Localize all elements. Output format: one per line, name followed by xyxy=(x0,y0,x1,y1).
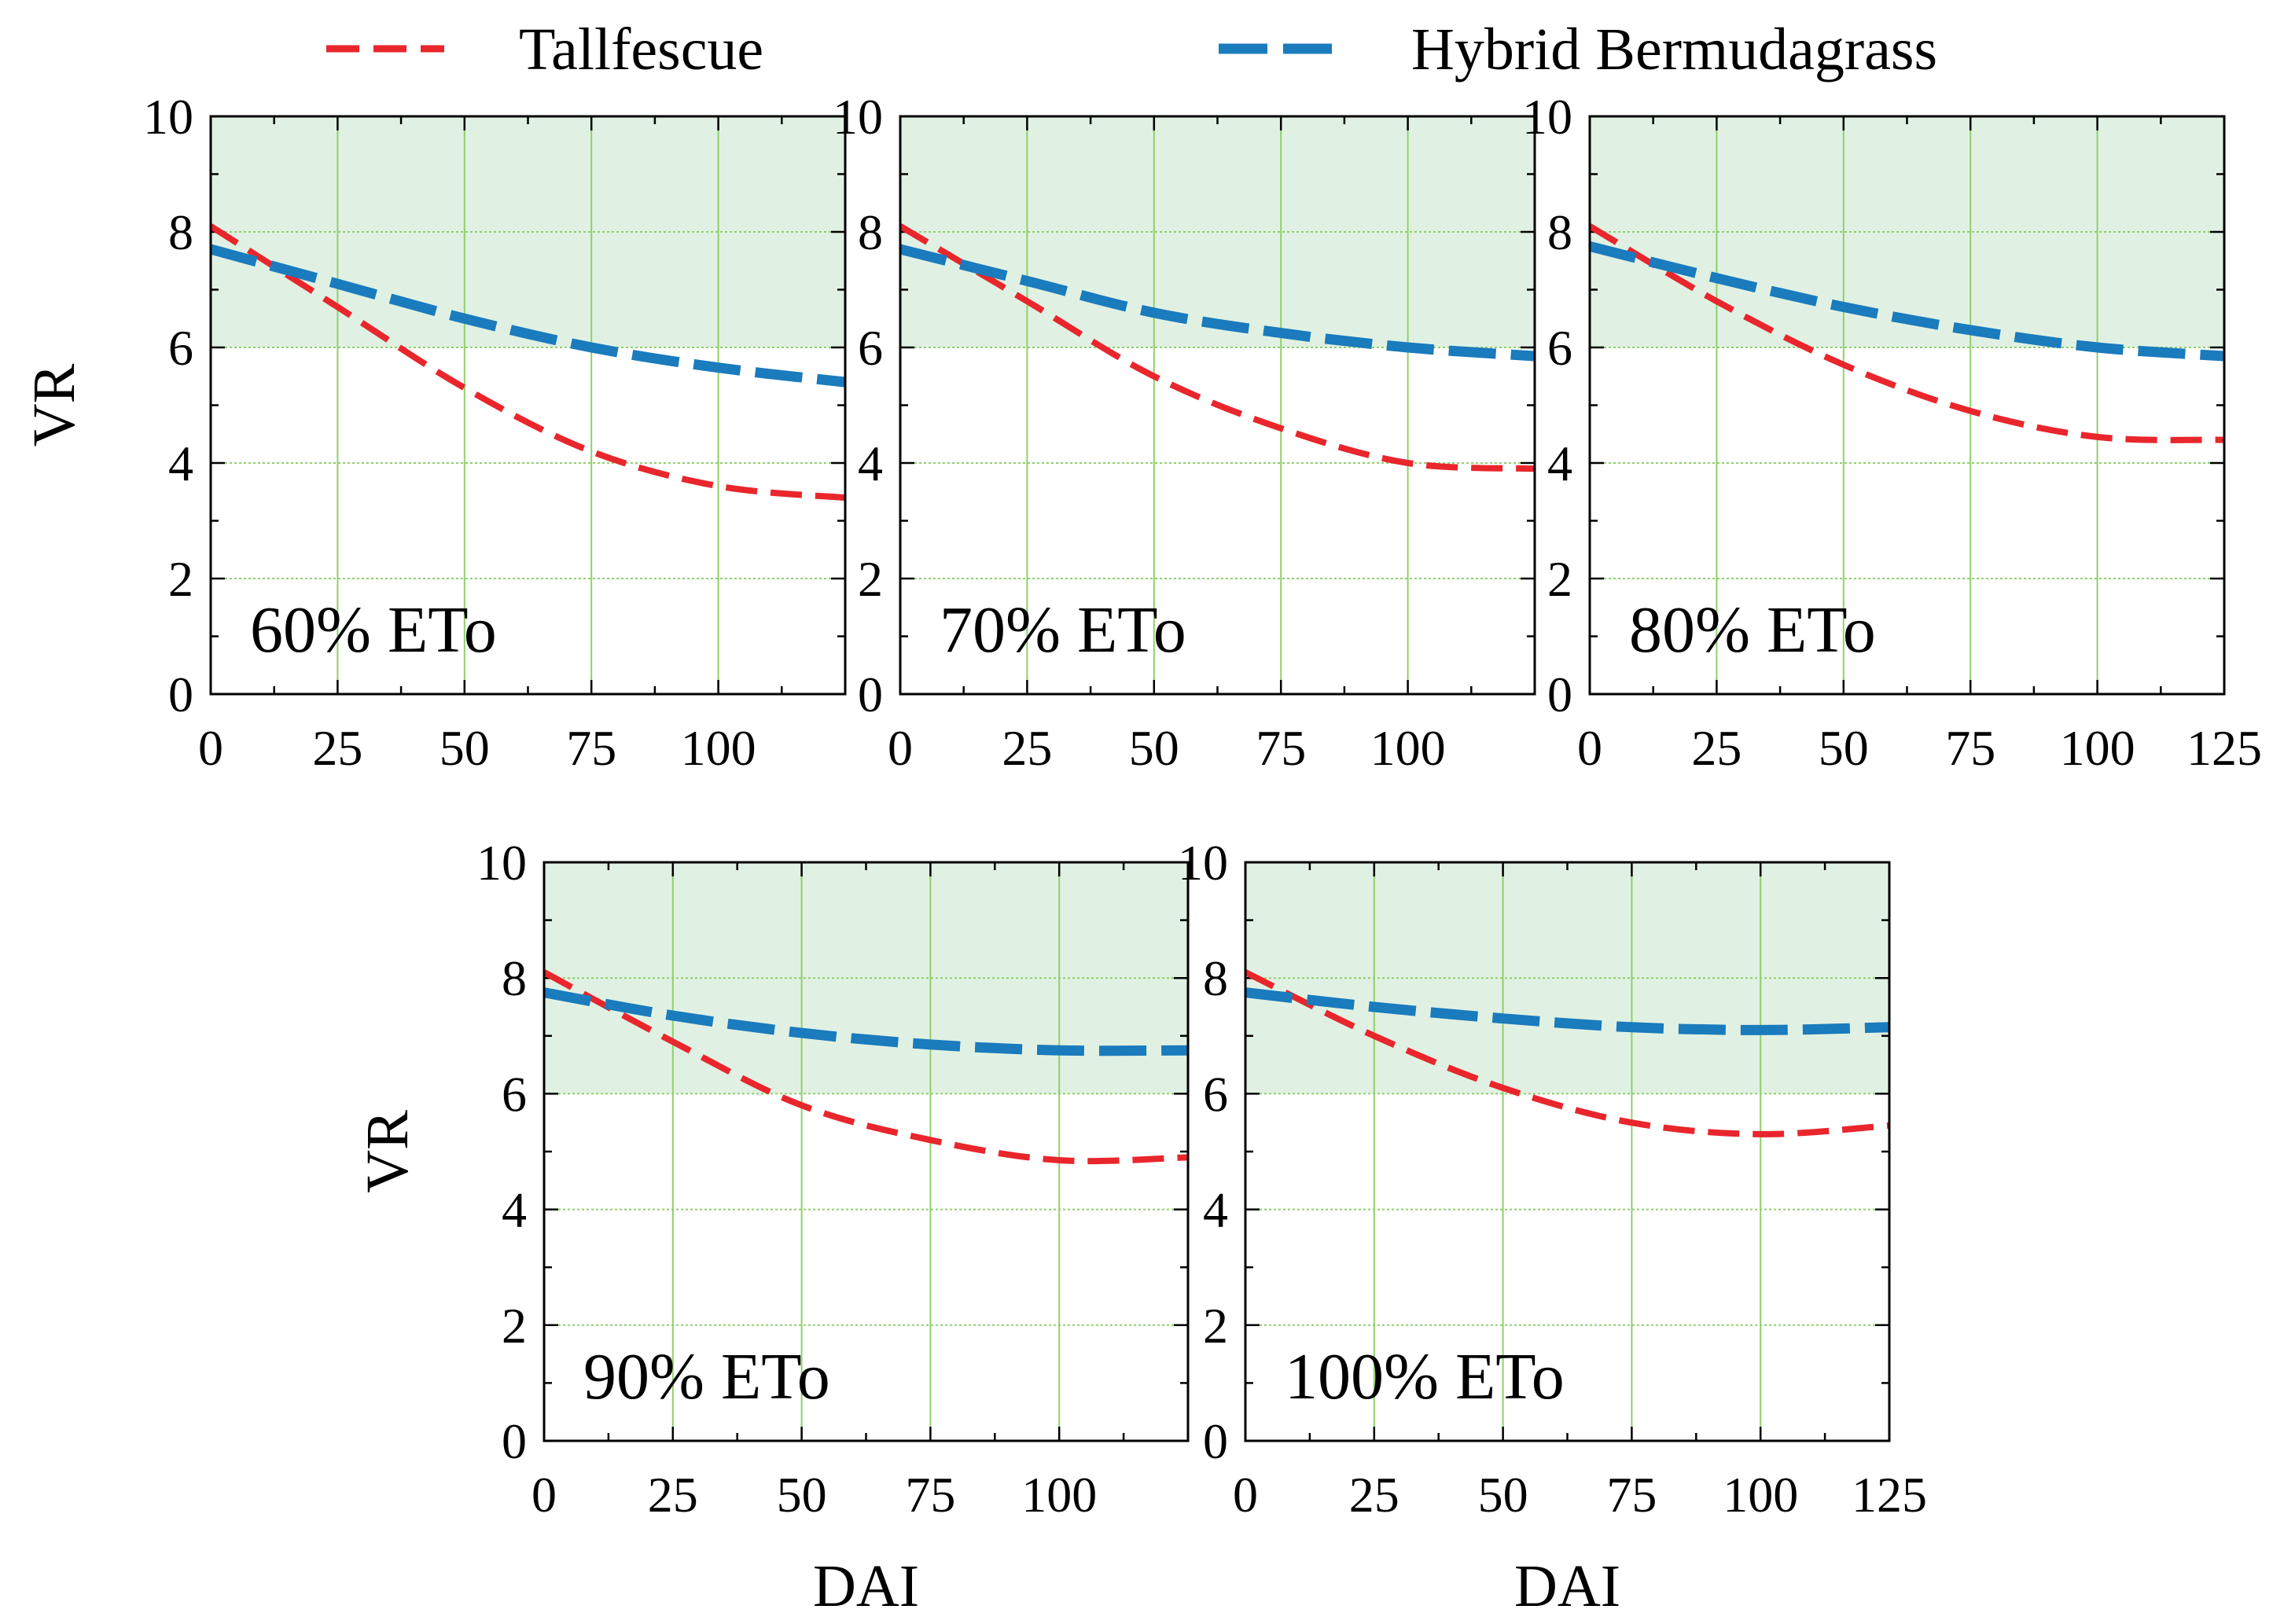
x-tick-label: 50 xyxy=(440,720,490,776)
x-tick-label: 0 xyxy=(1233,1467,1258,1523)
x-tick-label: 100 xyxy=(2060,720,2135,776)
legend-label-tallfescue: Tallfescue xyxy=(519,17,763,83)
x-tick-label: 25 xyxy=(1002,720,1052,776)
y-axis-title: VR xyxy=(355,1110,421,1193)
x-axis-title: DAI xyxy=(1514,1553,1620,1619)
y-tick-label: 8 xyxy=(858,204,883,260)
series-line-tallfescue xyxy=(544,969,1188,1165)
panel-label: 80% ETo xyxy=(1629,593,1876,667)
panel-label: 90% ETo xyxy=(583,1340,830,1413)
y-tick-label: 2 xyxy=(1203,1298,1228,1354)
y-tick-label: 8 xyxy=(168,204,193,260)
panel-80-eto: 0 25 50 75 100 125 0 2 4 6 8 10 80% ETo xyxy=(1522,89,2262,776)
y-tick-label: 2 xyxy=(858,551,883,607)
y-tick-label: 0 xyxy=(1203,1413,1228,1469)
series-line-hybrid-bermudagrass xyxy=(1245,987,1889,1035)
panel-70-eto: 0 25 50 75 100 0 2 4 6 8 10 70% ETo xyxy=(833,89,1536,776)
plot-frame xyxy=(1588,115,2226,696)
x-tick-label: 25 xyxy=(648,1467,698,1523)
y-tick-label: 10 xyxy=(1522,89,1572,145)
x-axis-title: DAI xyxy=(813,1553,919,1619)
y-tick-label: 10 xyxy=(476,835,527,891)
x-tick-label: 50 xyxy=(1819,720,1869,776)
x-tick-label: 100 xyxy=(1370,720,1446,776)
x-tick-label: 75 xyxy=(905,1467,955,1523)
x-tick-label: 25 xyxy=(1691,720,1742,776)
panel-label: 100% ETo xyxy=(1285,1340,1565,1413)
series-line-hybrid-bermudagrass xyxy=(211,244,845,388)
plot-frame xyxy=(542,861,1190,1442)
y-tick-label: 4 xyxy=(1203,1182,1228,1238)
panel-100-eto: 0 25 50 75 100 125 0 2 4 6 8 10 100% ETo DAI xyxy=(1178,835,1927,1619)
x-tick-label: 100 xyxy=(681,720,756,776)
series-line-tallfescue xyxy=(1590,223,2224,443)
y-tick-label: 4 xyxy=(1547,435,1572,491)
x-tick-label: 50 xyxy=(1478,1467,1528,1523)
y-tick-label: 2 xyxy=(168,551,193,607)
y-tick-label: 8 xyxy=(1547,204,1572,260)
y-tick-label: 6 xyxy=(168,320,193,376)
x-tick-label: 75 xyxy=(1945,720,1995,776)
x-tick-label: 125 xyxy=(2187,720,2262,776)
y-tick-label: 4 xyxy=(502,1182,527,1238)
series-line-hybrid-bermudagrass xyxy=(544,987,1188,1056)
y-tick-label: 0 xyxy=(168,667,193,722)
series-line-hybrid-bermudagrass xyxy=(1590,241,2224,362)
x-tick-label: 25 xyxy=(1349,1467,1399,1523)
x-tick-label: 0 xyxy=(531,1467,557,1523)
series-line-hybrid-bermudagrass xyxy=(900,244,1535,362)
x-tick-label: 100 xyxy=(1723,1467,1798,1523)
plot-frame xyxy=(209,115,847,696)
x-tick-label: 100 xyxy=(1021,1467,1097,1523)
series-line-tallfescue xyxy=(211,223,845,502)
x-tick-label: 50 xyxy=(777,1467,827,1523)
series-line-tallfescue xyxy=(1245,969,1889,1137)
y-tick-label: 10 xyxy=(143,89,193,145)
y-tick-label: 6 xyxy=(858,320,883,376)
panel-label: 60% ETo xyxy=(250,593,497,667)
legend: Tallfescue Hybrid Bermudagrass xyxy=(326,17,1937,83)
x-tick-label: 75 xyxy=(1256,720,1306,776)
panel-label: 70% ETo xyxy=(940,593,1186,667)
y-tick-label: 10 xyxy=(1178,835,1228,891)
y-tick-label: 10 xyxy=(833,89,883,145)
y-tick-label: 6 xyxy=(502,1066,527,1122)
y-tick-label: 8 xyxy=(502,950,527,1006)
x-tick-label: 0 xyxy=(888,720,913,776)
panel-60-eto: 0 25 50 75 100 0 2 4 6 8 10 60% ETo VR xyxy=(21,89,847,776)
x-tick-label: 50 xyxy=(1129,720,1179,776)
y-tick-label: 4 xyxy=(168,435,193,491)
y-axis-title: VR xyxy=(21,363,87,446)
legend-label-hybrid-bermudagrass: Hybrid Bermudagrass xyxy=(1411,17,1937,83)
x-tick-label: 0 xyxy=(198,720,223,776)
panel-90-eto: 0 25 50 75 100 0 2 4 6 8 10 90% ETo VR DAI xyxy=(355,835,1190,1619)
y-tick-label: 2 xyxy=(502,1298,527,1354)
y-tick-label: 6 xyxy=(1203,1066,1228,1122)
x-tick-label: 25 xyxy=(312,720,362,776)
y-tick-label: 0 xyxy=(502,1413,527,1469)
plot-frame xyxy=(1244,861,1891,1442)
y-tick-label: 2 xyxy=(1547,551,1572,607)
y-tick-label: 6 xyxy=(1547,320,1572,376)
x-tick-label: 75 xyxy=(1606,1467,1657,1523)
y-tick-label: 0 xyxy=(1547,667,1572,722)
x-tick-label: 125 xyxy=(1852,1467,1927,1523)
y-tick-label: 8 xyxy=(1203,950,1228,1006)
y-tick-label: 4 xyxy=(858,435,883,491)
y-tick-label: 0 xyxy=(858,667,883,722)
x-tick-label: 0 xyxy=(1577,720,1602,776)
plot-frame xyxy=(899,115,1536,696)
x-tick-label: 75 xyxy=(566,720,616,776)
